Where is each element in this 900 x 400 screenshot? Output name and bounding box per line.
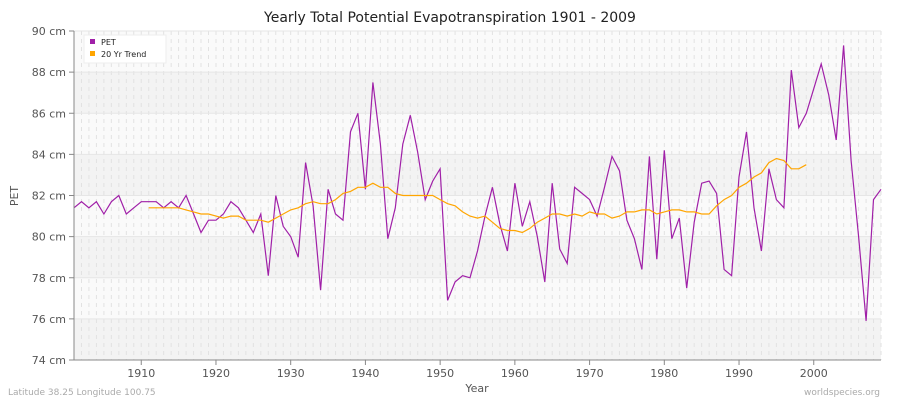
x-tick-label: 1960	[501, 367, 529, 380]
x-tick-label: 1920	[202, 367, 230, 380]
source-credit: worldspecies.org	[804, 388, 880, 398]
y-tick-label: 84 cm	[32, 148, 66, 161]
x-tick-label: 1930	[277, 367, 305, 380]
legend-box	[83, 34, 167, 64]
grid-band	[74, 72, 881, 114]
x-axis-label: Year	[464, 382, 489, 395]
y-tick-label: 78 cm	[32, 272, 66, 285]
legend-swatch-trend	[90, 51, 95, 56]
legend: PET 20 Yr Trend	[83, 34, 167, 64]
y-tick-label: 80 cm	[32, 231, 66, 244]
x-tick-label: 1940	[351, 367, 379, 380]
y-tick-label: 82 cm	[32, 190, 66, 203]
y-axis-label: PET	[8, 186, 21, 207]
trend-series-line	[148, 157, 807, 234]
x-tick-label: 1980	[650, 367, 678, 380]
x-tick-label: 1910	[127, 367, 155, 380]
y-tick-label: 88 cm	[32, 66, 66, 79]
x-tick-label: 1950	[426, 367, 454, 380]
legend-label-trend: 20 Yr Trend	[101, 50, 146, 59]
y-tick-label: 90 cm	[32, 25, 66, 38]
y-tick-label: 86 cm	[32, 107, 66, 120]
location-caption: Latitude 38.25 Longitude 100.75	[8, 388, 156, 398]
legend-swatch-pet	[90, 39, 95, 44]
x-tick-label: 1970	[576, 367, 604, 380]
pet-series-line	[73, 45, 882, 321]
chart-title: Yearly Total Potential Evapotranspiratio…	[263, 10, 636, 26]
x-tick-label: 1990	[725, 367, 753, 380]
y-tick-label: 74 cm	[32, 354, 66, 367]
y-tick-label: 76 cm	[32, 313, 66, 326]
legend-label-pet: PET	[101, 38, 116, 47]
x-tick-label: 2000	[800, 367, 828, 380]
